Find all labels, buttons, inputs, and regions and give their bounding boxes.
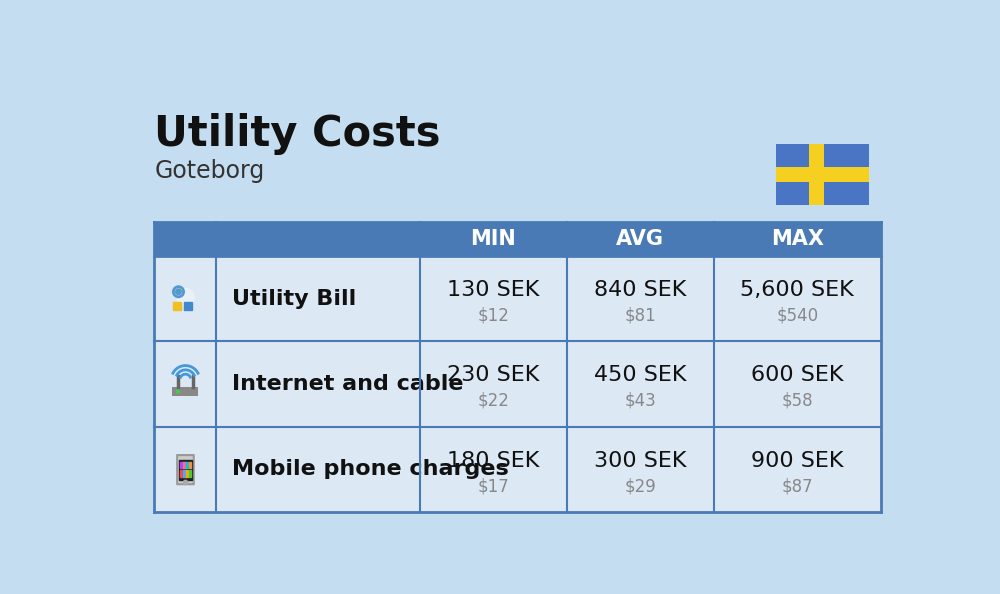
Bar [154, 222, 216, 256]
Circle shape [176, 390, 179, 393]
Bar [216, 222, 420, 256]
Text: 450 SEK: 450 SEK [594, 365, 687, 386]
Text: 230 SEK: 230 SEK [447, 365, 539, 386]
Bar [189, 462, 191, 469]
Text: $22: $22 [477, 392, 509, 410]
Bar [179, 460, 192, 480]
Circle shape [177, 288, 194, 306]
Bar [776, 167, 869, 182]
Text: 300 SEK: 300 SEK [594, 451, 687, 470]
Bar [183, 470, 186, 476]
FancyBboxPatch shape [177, 455, 194, 484]
Bar [420, 426, 567, 511]
Text: 840 SEK: 840 SEK [594, 280, 687, 300]
Bar [714, 342, 881, 426]
Bar [567, 222, 714, 256]
Text: Mobile phone charges: Mobile phone charges [232, 459, 509, 479]
Text: $540: $540 [776, 307, 818, 325]
Bar [809, 144, 824, 206]
Text: $87: $87 [782, 477, 813, 495]
Bar [173, 302, 181, 310]
Bar [714, 426, 881, 511]
Circle shape [176, 289, 181, 295]
Bar [776, 144, 869, 206]
Bar [172, 387, 198, 396]
Bar [567, 256, 714, 342]
Bar [189, 470, 191, 476]
Bar [420, 342, 567, 426]
Text: MIN: MIN [470, 229, 516, 249]
Text: $29: $29 [624, 477, 656, 495]
Bar [180, 470, 183, 476]
Text: Utility Costs: Utility Costs [154, 113, 441, 155]
Text: 180 SEK: 180 SEK [447, 451, 539, 470]
Text: Utility Bill: Utility Bill [232, 289, 356, 309]
Text: 900 SEK: 900 SEK [751, 451, 844, 470]
Text: Goteborg: Goteborg [154, 159, 265, 183]
Text: Internet and cable: Internet and cable [232, 374, 463, 394]
Bar [216, 256, 420, 342]
Bar [154, 342, 216, 426]
Bar [567, 426, 714, 511]
Text: $12: $12 [477, 307, 509, 325]
Bar [714, 222, 881, 256]
Text: MAX: MAX [771, 229, 824, 249]
Bar [420, 222, 567, 256]
Bar [216, 342, 420, 426]
Text: AVG: AVG [616, 229, 664, 249]
Bar [186, 470, 188, 476]
Bar [714, 256, 881, 342]
Circle shape [183, 481, 188, 485]
Bar [420, 256, 567, 342]
Bar [186, 462, 188, 469]
Bar [567, 342, 714, 426]
Text: 5,600 SEK: 5,600 SEK [740, 280, 854, 300]
Text: $17: $17 [477, 477, 509, 495]
Bar [154, 256, 216, 342]
Text: 130 SEK: 130 SEK [447, 280, 539, 300]
Bar [184, 302, 192, 310]
Text: 600 SEK: 600 SEK [751, 365, 844, 386]
Text: $58: $58 [782, 392, 813, 410]
Bar [180, 462, 183, 469]
Bar [183, 462, 186, 469]
Text: $81: $81 [624, 307, 656, 325]
Bar [154, 426, 216, 511]
Bar [216, 426, 420, 511]
Text: $43: $43 [624, 392, 656, 410]
